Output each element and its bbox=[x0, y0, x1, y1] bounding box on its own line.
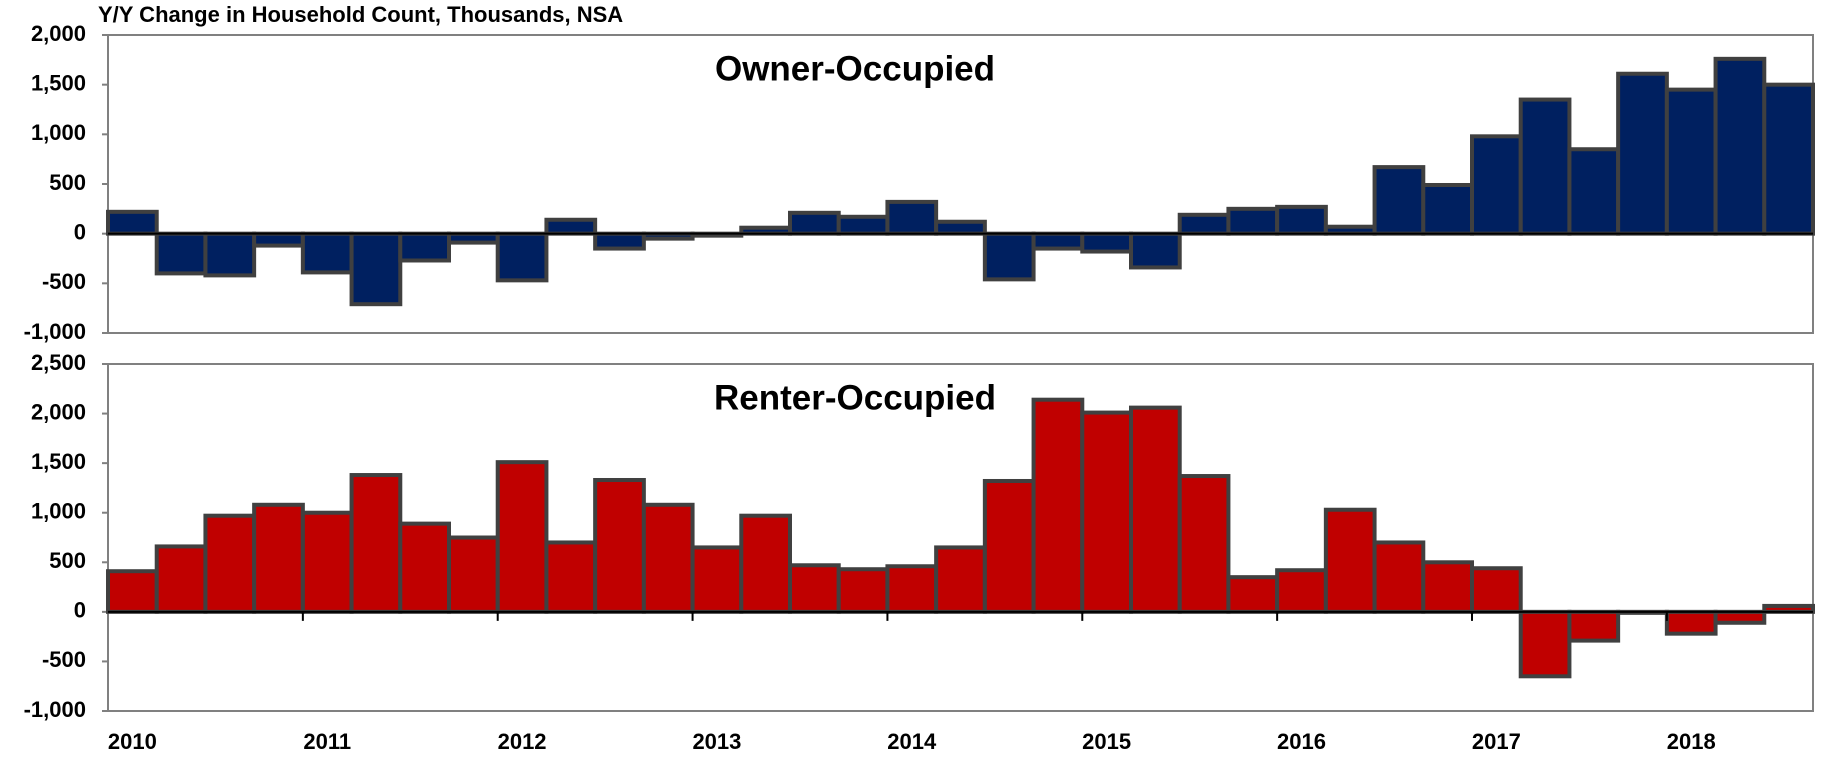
y-tick-label: -500 bbox=[42, 647, 86, 672]
bar bbox=[1616, 71, 1669, 236]
bar bbox=[544, 217, 598, 236]
x-tick-label: 2012 bbox=[498, 729, 547, 754]
bar bbox=[1664, 609, 1718, 636]
bar bbox=[1372, 540, 1426, 614]
bar bbox=[349, 473, 403, 614]
bar bbox=[1421, 560, 1475, 614]
bar bbox=[1080, 231, 1134, 254]
bar bbox=[1323, 507, 1377, 614]
bar bbox=[1567, 147, 1621, 236]
y-tick-label: 0 bbox=[74, 219, 86, 244]
bar bbox=[349, 231, 403, 307]
x-tick-label: 2010 bbox=[108, 729, 157, 754]
x-tick-label: 2017 bbox=[1472, 729, 1521, 754]
bar bbox=[1470, 134, 1523, 236]
y-tick-label: 2,000 bbox=[31, 21, 86, 46]
y-tick-label: 2,000 bbox=[31, 399, 86, 424]
bar bbox=[934, 545, 987, 614]
bar bbox=[154, 231, 208, 276]
bar bbox=[1031, 397, 1085, 614]
x-tick-label: 2013 bbox=[692, 729, 741, 754]
bar bbox=[836, 214, 890, 236]
bar bbox=[593, 477, 646, 614]
bar bbox=[398, 231, 451, 263]
y-tick-label: 0 bbox=[74, 598, 86, 623]
x-tick-label: 2018 bbox=[1667, 729, 1716, 754]
bar bbox=[300, 510, 354, 614]
bar bbox=[982, 478, 1036, 614]
bar bbox=[641, 502, 695, 614]
bar bbox=[1323, 224, 1377, 236]
x-tick-label: 2015 bbox=[1082, 729, 1131, 754]
bar bbox=[1177, 474, 1231, 614]
plot-frame bbox=[107, 363, 1814, 712]
panel-title: Renter-Occupied bbox=[714, 378, 996, 417]
bar bbox=[495, 231, 549, 283]
bar bbox=[300, 231, 354, 275]
bar bbox=[836, 567, 890, 614]
bar bbox=[203, 231, 257, 278]
bar bbox=[1226, 575, 1280, 614]
x-tick-label: 2014 bbox=[887, 729, 937, 754]
bar bbox=[1567, 609, 1621, 643]
bar bbox=[934, 219, 987, 236]
bar bbox=[447, 231, 500, 245]
y-tick-label: -1,000 bbox=[24, 697, 86, 722]
bar bbox=[398, 521, 451, 614]
bar bbox=[447, 535, 500, 614]
bar bbox=[1518, 97, 1572, 236]
y-tick-label: 2,500 bbox=[31, 350, 86, 375]
y-tick-label: -1,000 bbox=[24, 319, 86, 344]
bar bbox=[1275, 204, 1328, 236]
bar bbox=[106, 569, 159, 614]
bar bbox=[1129, 231, 1182, 270]
bar bbox=[203, 513, 257, 614]
bar bbox=[1762, 82, 1816, 236]
bar bbox=[739, 513, 792, 614]
bar bbox=[593, 231, 646, 251]
y-tick-label: 1,500 bbox=[31, 449, 86, 474]
bar bbox=[252, 231, 305, 248]
bar bbox=[1713, 609, 1767, 625]
bar bbox=[1031, 231, 1085, 251]
bar bbox=[1080, 410, 1134, 614]
bar bbox=[1421, 182, 1475, 236]
bar bbox=[1518, 609, 1572, 679]
axis-label: Y/Y Change in Household Count, Thousands… bbox=[98, 2, 623, 27]
bar bbox=[252, 502, 305, 614]
bar bbox=[1470, 566, 1523, 614]
bar bbox=[1226, 206, 1280, 236]
bar bbox=[1713, 56, 1767, 236]
x-tick-label: 2011 bbox=[303, 729, 351, 754]
bar bbox=[1275, 568, 1328, 614]
bar bbox=[1372, 165, 1426, 236]
x-tick-label: 2016 bbox=[1277, 729, 1326, 754]
bar bbox=[544, 540, 598, 614]
bar bbox=[106, 209, 159, 236]
bar bbox=[1177, 212, 1231, 236]
bar bbox=[1129, 405, 1182, 614]
bar bbox=[1664, 87, 1718, 236]
bar bbox=[690, 545, 744, 614]
bar bbox=[788, 563, 841, 614]
y-tick-label: 1,000 bbox=[31, 120, 86, 145]
y-tick-label: 500 bbox=[49, 548, 86, 573]
y-tick-label: 1,000 bbox=[31, 499, 86, 524]
y-tick-label: 500 bbox=[49, 170, 86, 195]
panel-title: Owner-Occupied bbox=[715, 49, 995, 88]
bar bbox=[885, 564, 939, 614]
y-tick-label: 1,500 bbox=[31, 70, 86, 95]
bar bbox=[154, 544, 208, 614]
bar bbox=[885, 199, 939, 236]
bar bbox=[982, 231, 1036, 282]
bar bbox=[788, 210, 841, 236]
y-tick-label: -500 bbox=[42, 269, 86, 294]
bar bbox=[495, 460, 549, 614]
